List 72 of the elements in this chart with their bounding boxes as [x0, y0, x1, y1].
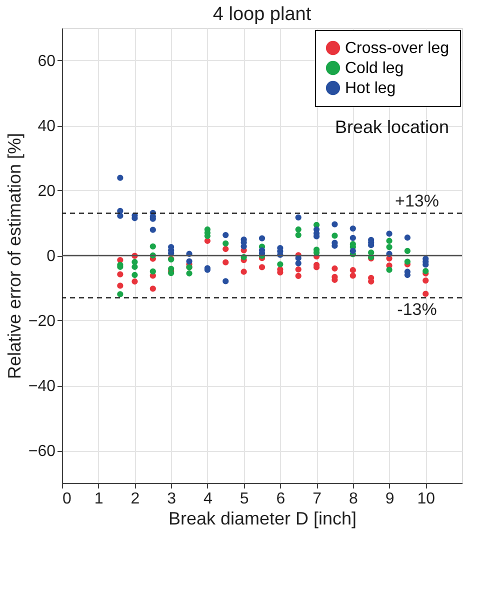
ref-line-label: -13% — [397, 300, 437, 319]
point — [258, 264, 266, 270]
point — [150, 226, 156, 233]
legend-label: Hot leg — [345, 80, 396, 97]
point — [350, 234, 356, 242]
chart-title: 4 loop plant — [212, 4, 312, 25]
point — [350, 225, 356, 232]
point — [258, 235, 266, 242]
point — [277, 261, 284, 268]
x-tick-label: 5 — [240, 490, 249, 508]
x-tick-label: 2 — [130, 490, 140, 508]
x-tick-label: 10 — [417, 490, 436, 508]
y-tick-label: −20 — [28, 313, 56, 330]
x-tick-label: 1 — [94, 490, 104, 508]
point — [150, 243, 156, 250]
point — [295, 214, 302, 221]
point — [350, 267, 356, 274]
point — [295, 232, 302, 238]
point — [422, 277, 429, 284]
point — [240, 268, 247, 275]
annotation: Break location — [334, 117, 450, 137]
point — [186, 258, 192, 264]
y-tick-label: 40 — [38, 118, 56, 135]
point — [295, 226, 302, 233]
point — [222, 278, 229, 284]
x-tick-label: 7 — [312, 490, 322, 508]
point — [117, 271, 124, 278]
x-tick-label: 4 — [204, 490, 212, 508]
point — [404, 234, 411, 241]
x-tick-label: 3 — [167, 490, 176, 508]
point — [222, 246, 229, 252]
point — [132, 278, 138, 285]
x-tick-label: 6 — [276, 490, 286, 508]
x-axis-title: Break diameter D [inch] — [168, 508, 357, 528]
y-tick-label: 0 — [46, 248, 56, 265]
legend-label: Cross-over leg — [345, 40, 450, 57]
x-tick-label: 8 — [348, 490, 358, 508]
legend-label: Cold leg — [345, 60, 404, 77]
point — [117, 212, 124, 219]
x-tick-label: 0 — [62, 490, 72, 508]
point — [186, 270, 192, 276]
point — [132, 272, 138, 278]
point — [386, 244, 392, 250]
point — [404, 258, 411, 265]
point — [222, 259, 229, 266]
point — [332, 232, 338, 239]
point — [150, 286, 156, 292]
point — [117, 282, 124, 289]
point — [295, 260, 302, 266]
y-tick-label: 60 — [38, 53, 56, 70]
ref-line-label: +13% — [395, 191, 439, 210]
point — [222, 240, 229, 247]
point — [332, 265, 338, 272]
point — [150, 268, 156, 274]
y-tick-label: 20 — [38, 183, 56, 200]
x-tick-label: 9 — [385, 490, 394, 508]
point — [386, 230, 392, 237]
point — [117, 291, 124, 298]
point — [332, 221, 338, 228]
point — [117, 174, 124, 181]
point — [404, 248, 411, 254]
point — [422, 290, 429, 297]
point — [350, 272, 356, 279]
point — [386, 266, 392, 273]
y-tick-label: −40 — [28, 378, 56, 395]
point — [386, 238, 392, 244]
point — [295, 272, 302, 280]
y-axis-title: Relative error of estimation [%] — [4, 132, 24, 380]
point — [222, 232, 229, 238]
y-tick-label: −60 — [28, 443, 56, 460]
point — [295, 266, 302, 273]
point — [350, 248, 356, 254]
